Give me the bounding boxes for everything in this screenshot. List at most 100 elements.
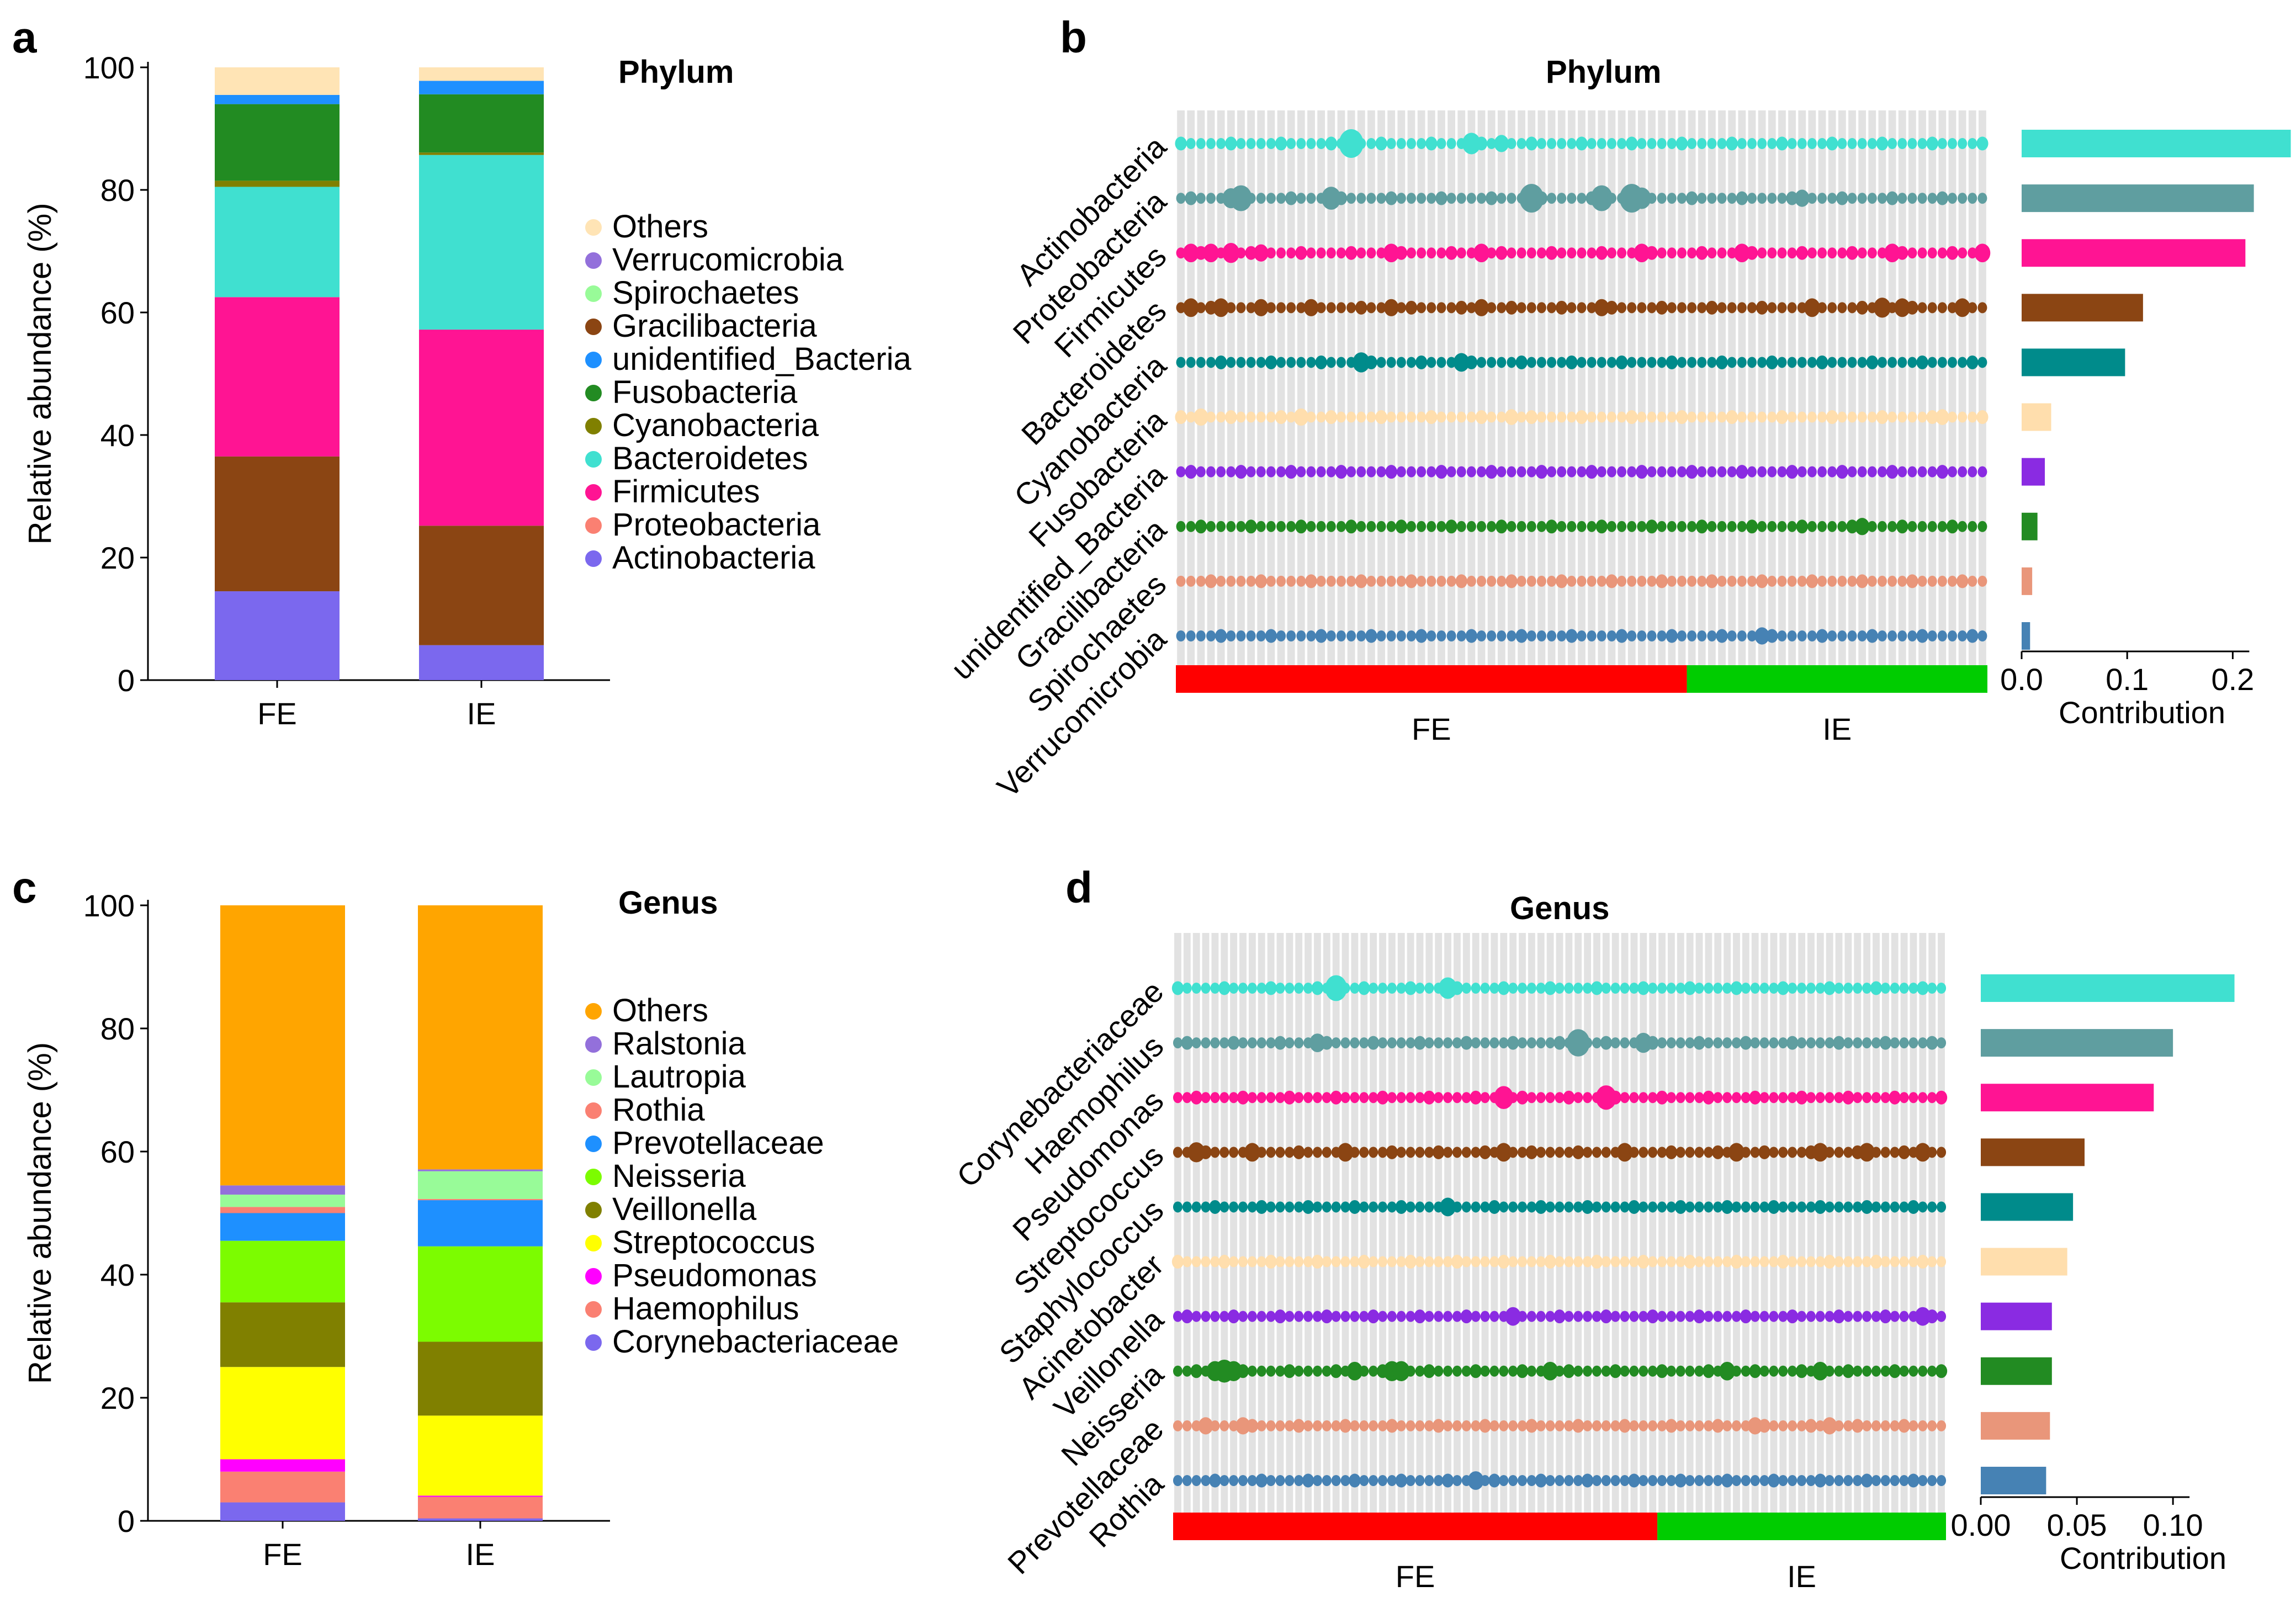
panel-b-abundance-dot: [1897, 138, 1907, 149]
panel-b-abundance-dot: [1216, 411, 1226, 423]
panel-d-abundance-dot: [1266, 1475, 1276, 1486]
panel-b-abundance-dot: [1246, 193, 1256, 204]
panel-d-abundance-dot: [1191, 1201, 1201, 1213]
panel-c-legend-label: Veillonella: [612, 1191, 757, 1227]
panel-d-abundance-dot: [1238, 1475, 1248, 1486]
panel-c-legend-marker: [585, 1169, 602, 1185]
panel-d-abundance-dot: [1750, 983, 1760, 994]
panel-b-abundance-dot: [1345, 519, 1358, 534]
panel-d-abundance-dot: [1564, 1256, 1574, 1267]
panel-b-abundance-dot: [1186, 138, 1196, 149]
panel-b-abundance-dot: [1557, 521, 1567, 532]
panel-d-abundance-dot: [1629, 1092, 1639, 1104]
panel-d-abundance-dot: [1479, 1419, 1491, 1433]
panel-b-abundance-dot: [1266, 302, 1276, 314]
panel-d-abundance-dot: [1769, 1311, 1779, 1322]
panel-d-abundance-dot: [1460, 1036, 1472, 1050]
panel-b-abundance-dot: [1526, 630, 1536, 641]
panel-label-d: d: [1065, 863, 1093, 912]
panel-b-abundance-dot: [1846, 246, 1858, 260]
panel-b-abundance-dot: [1847, 630, 1857, 641]
panel-d-abundance-dot: [1525, 1419, 1538, 1433]
panel-d-abundance-dot: [1730, 1255, 1743, 1269]
panel-b-abundance-dot: [1516, 302, 1526, 314]
panel-b-abundance-dot: [1857, 357, 1867, 368]
panel-c-legend-marker: [585, 1102, 602, 1119]
panel-b-abundance-dot: [1677, 247, 1687, 259]
panel-b-abundance-dot: [1383, 243, 1399, 263]
panel-d-abundance-dot: [1443, 1420, 1453, 1431]
panel-b-abundance-dot: [1446, 193, 1456, 204]
panel-b-abundance-dot: [1675, 410, 1688, 425]
panel-b-abundance-dot: [1887, 575, 1897, 587]
panel-b-abundance-dot: [1487, 138, 1497, 149]
panel-b-abundance-dot: [1837, 302, 1847, 314]
panel-b-abundance-dot: [1736, 465, 1748, 479]
panel-d-abundance-dot: [1759, 1475, 1769, 1486]
panel-b-abundance-dot: [1727, 630, 1737, 641]
panel-d-abundance-dot: [1620, 983, 1630, 994]
panel-b-abundance-dot: [1326, 630, 1336, 641]
panel-d-abundance-dot: [1535, 1200, 1547, 1214]
panel-b-abundance-dot: [1366, 521, 1376, 532]
panel-b-abundance-dot: [1716, 355, 1728, 369]
panel-b-abundance-dot: [1417, 247, 1427, 259]
panel-d-abundance-dot: [1675, 983, 1685, 994]
panel-d-abundance-dot: [1797, 1311, 1807, 1322]
panel-d-abundance-dot: [1694, 983, 1704, 994]
panel-b-abundance-dot: [1226, 302, 1236, 314]
panel-b-abundance-dot: [1867, 521, 1877, 532]
panel-d-abundance-dot: [1330, 1090, 1342, 1105]
panel-d-dot-plot: CorynebacteriaceaeHaemophilusPseudomonas…: [950, 933, 2235, 1594]
panel-b-abundance-dot: [1216, 138, 1226, 149]
panel-b-abundance-dot: [1667, 247, 1677, 259]
panel-b-abundance-dot: [1906, 574, 1918, 588]
panel-b-abundance-dot: [1617, 521, 1627, 532]
panel-d-abundance-dot: [1526, 1201, 1536, 1213]
panel-d-abundance-dot: [1256, 1365, 1266, 1377]
panel-b-abundance-dot: [1417, 411, 1427, 423]
panel-b-abundance-dot: [1816, 629, 1828, 643]
panel-d-abundance-dot: [1433, 1419, 1445, 1433]
panel-d-abundance-dot: [1285, 1201, 1295, 1213]
panel-b-abundance-dot: [1567, 138, 1577, 149]
panel-b-abundance-dot: [1213, 298, 1229, 317]
panel-b-abundance-dot: [1296, 302, 1306, 314]
panel-b-abundance-dot: [1896, 519, 1908, 534]
panel-b-abundance-dot: [1507, 193, 1516, 204]
panel-d-abundance-dot: [1639, 1147, 1648, 1158]
panel-d-abundance-dot: [1508, 1092, 1518, 1104]
panel-d-abundance-dot: [1620, 1201, 1630, 1213]
panel-b-abundance-dot: [1176, 357, 1186, 368]
panel-d-abundance-dot: [1378, 1201, 1388, 1213]
panel-d-abundance-dot: [1769, 1365, 1779, 1377]
panel-d-abundance-dot: [1573, 1365, 1583, 1377]
panel-b-abundance-dot: [1196, 466, 1206, 478]
panel-b-abundance-dot: [1836, 465, 1848, 479]
panel-d-abundance-dot: [1350, 1147, 1360, 1158]
panel-d-abundance-dot: [1741, 983, 1751, 994]
panel-d-abundance-dot: [1452, 1201, 1462, 1213]
panel-d-contribution-bar: [1981, 1248, 2067, 1276]
panel-c-legend-marker: [585, 1301, 602, 1318]
panel-d-abundance-dot: [1713, 1475, 1723, 1486]
panel-d-abundance-dot: [1350, 1256, 1360, 1267]
panel-c-bar-segment: [418, 1518, 543, 1521]
panel-b-abundance-dot: [1707, 193, 1717, 204]
panel-d-abundance-dot: [1722, 1037, 1732, 1049]
panel-d-abundance-dot: [1880, 1365, 1890, 1377]
panel-a-y-axis-title: Relative abundance (%): [22, 203, 58, 544]
panel-b-abundance-dot: [1366, 466, 1376, 478]
panel-b-abundance-dot: [1475, 136, 1488, 151]
panel-d-contribution-bar: [1981, 1138, 2085, 1166]
panel-d-abundance-dot: [1620, 1475, 1630, 1486]
panel-a-legend-label: Proteobacteria: [612, 507, 821, 543]
panel-d-abundance-dot: [1229, 1420, 1239, 1431]
panel-b-abundance-dot: [1256, 466, 1266, 478]
panel-d-abundance-dot: [1704, 983, 1714, 994]
panel-c-legend-marker: [585, 1334, 602, 1351]
panel-d-abundance-dot: [1367, 1036, 1380, 1050]
panel-d-abundance-dot: [1452, 1092, 1462, 1104]
panel-d-abundance-dot: [1648, 1420, 1658, 1431]
panel-b-abundance-dot: [1907, 411, 1917, 423]
